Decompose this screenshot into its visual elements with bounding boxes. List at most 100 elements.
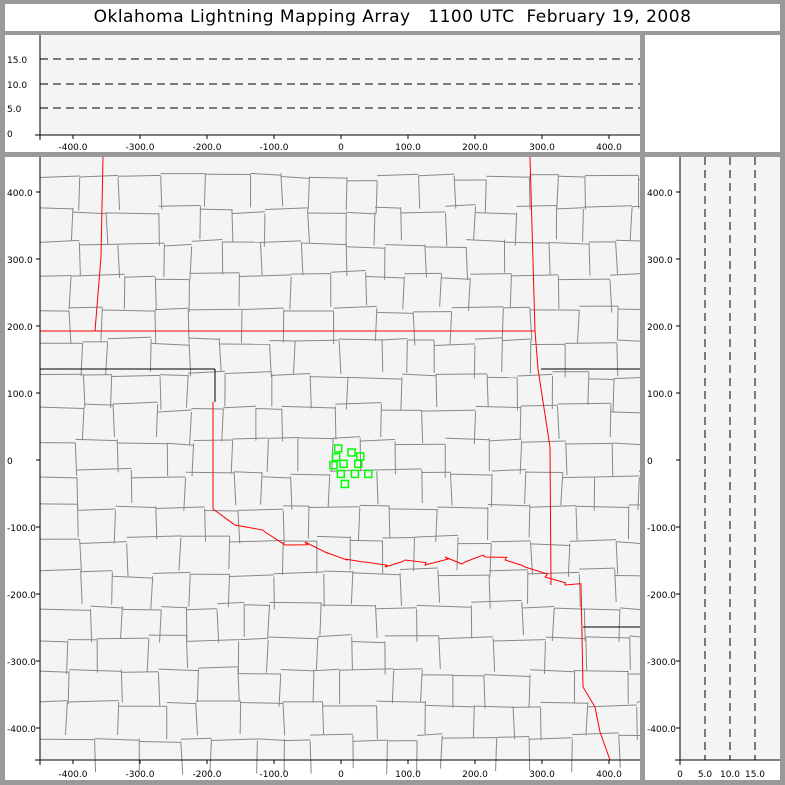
county-boundary xyxy=(188,308,243,311)
y-vs-altitude-panel: 0 5.0 10.0 15.0 400.0 300.0 200.0 100.0 0 -100.0 -… xyxy=(645,157,780,780)
county-boundary xyxy=(217,601,245,605)
county-boundary xyxy=(267,604,271,638)
county-boundary xyxy=(72,211,107,215)
county-boundary xyxy=(204,509,238,512)
county-boundary xyxy=(438,636,494,640)
county-boundary xyxy=(466,239,505,242)
y-tick-label: 400.0 xyxy=(647,189,673,199)
county-boundary xyxy=(569,539,617,542)
state-border-tx-ar-la xyxy=(580,584,611,761)
y-tick-label: 0 xyxy=(7,457,13,467)
county-boundary xyxy=(159,609,162,643)
county-boundary xyxy=(309,375,312,409)
county-boundary xyxy=(517,373,553,377)
county-boundary xyxy=(359,504,390,507)
county-boundary xyxy=(351,640,385,644)
county-boundary xyxy=(501,339,503,373)
county-boundary xyxy=(154,309,157,343)
plan-view-map-panel[interactable]: -400.0 400.0 -300.0 300.0 -200.0 200.0 -100.0 1… xyxy=(5,157,640,780)
county-boundary xyxy=(185,606,188,640)
county-boundary xyxy=(188,370,226,374)
county-boundary xyxy=(528,674,531,708)
county-boundary xyxy=(151,342,190,346)
x-tick-label: 100.0 xyxy=(395,143,421,152)
county-boundary xyxy=(244,604,270,607)
county-boundary xyxy=(519,406,522,440)
county-boundary xyxy=(321,604,376,607)
county-boundary xyxy=(424,246,467,248)
county-boundary xyxy=(68,310,72,344)
county-boundary xyxy=(280,668,314,672)
county-boundary xyxy=(117,442,168,445)
county-boundary xyxy=(335,402,382,405)
county-boundary xyxy=(196,669,199,703)
county-boundary xyxy=(158,668,199,672)
state-border-co-ks xyxy=(94,157,104,332)
county-boundary xyxy=(256,740,258,774)
county-boundary xyxy=(401,373,437,377)
county-boundary xyxy=(470,273,512,275)
county-boundary xyxy=(565,442,613,445)
county-boundary xyxy=(357,507,361,541)
county-boundary xyxy=(260,240,302,243)
county-boundary xyxy=(239,274,292,278)
county-boundary xyxy=(406,339,408,373)
county-boundary xyxy=(80,570,83,604)
county-boundary xyxy=(115,505,156,509)
county-boundary xyxy=(39,476,77,479)
x-tick-label: 0 xyxy=(338,770,344,780)
county-boundary xyxy=(350,571,354,605)
county-boundary xyxy=(64,701,68,735)
county-boundary xyxy=(90,609,93,643)
county-boundary xyxy=(567,543,571,577)
x-tick-label: -400.0 xyxy=(58,143,87,152)
county-boundary xyxy=(152,571,191,574)
county-boundary xyxy=(282,702,286,736)
county-boundary xyxy=(117,242,165,245)
county-boundary xyxy=(556,207,584,210)
county-boundary xyxy=(502,338,531,342)
county-boundary xyxy=(374,604,378,638)
county-boundary xyxy=(146,638,150,672)
x-tick-label: 10.0 xyxy=(720,770,740,780)
county-boundary xyxy=(79,174,119,178)
county-boundary xyxy=(352,739,388,742)
county-boundary xyxy=(263,213,266,247)
county-boundary xyxy=(543,641,546,675)
county-boundary xyxy=(66,640,69,674)
county-boundary xyxy=(307,209,310,243)
county-boundary xyxy=(350,539,383,542)
lma-station-marker xyxy=(331,452,341,462)
county-boundary xyxy=(389,508,438,511)
county-boundary xyxy=(323,570,353,573)
county-boundary xyxy=(77,503,79,537)
county-boundary xyxy=(346,246,385,249)
x-tick-label: 15.0 xyxy=(745,770,765,780)
y-tick-label: 300.0 xyxy=(647,256,673,266)
county-boundary xyxy=(609,279,613,313)
county-boundary xyxy=(529,737,573,740)
county-boundary xyxy=(117,702,120,736)
county-boundary xyxy=(393,668,423,671)
county-boundary xyxy=(528,176,531,210)
county-boundary xyxy=(416,604,472,608)
county-boundary xyxy=(450,473,493,476)
y-tick-label: 0 xyxy=(647,457,653,467)
county-boundary xyxy=(223,405,256,409)
county-boundary xyxy=(399,567,438,571)
county-boundary xyxy=(225,371,272,375)
county-boundary xyxy=(264,207,308,211)
plan-view-map[interactable]: -400.0 400.0 -300.0 300.0 -200.0 200.0 -100.0 1… xyxy=(5,157,640,780)
county-boundary xyxy=(102,309,155,312)
county-boundary xyxy=(400,377,403,411)
county-boundary xyxy=(39,568,81,572)
county-boundary xyxy=(483,675,486,709)
county-boundary xyxy=(467,277,471,311)
county-boundary xyxy=(203,173,206,207)
county-boundary xyxy=(365,272,368,306)
county-boundary xyxy=(375,607,417,610)
empty-corner-panel xyxy=(645,35,780,152)
y-tick-label: 400.0 xyxy=(7,189,33,199)
county-boundary xyxy=(345,177,348,211)
county-boundary xyxy=(281,408,284,442)
